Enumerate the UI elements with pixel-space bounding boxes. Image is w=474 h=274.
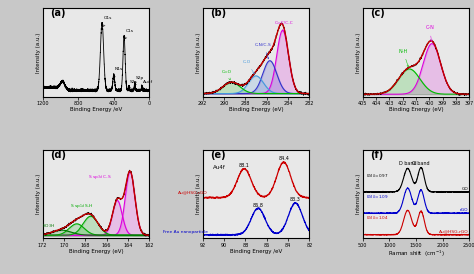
Text: C=C/C-C: C=C/C-C xyxy=(275,21,294,31)
Text: S sp$_{1d}$ S-H: S sp$_{1d}$ S-H xyxy=(70,202,94,210)
Text: (d): (d) xyxy=(50,150,66,160)
Text: C1s: C1s xyxy=(125,28,133,39)
Text: N1s: N1s xyxy=(114,67,123,78)
X-axis label: Binding Energy (eV): Binding Energy (eV) xyxy=(69,249,123,254)
Text: I$_D$/I$_G$=1.09: I$_D$/I$_G$=1.09 xyxy=(366,193,389,201)
Text: S sp$_{3d}$ C-S: S sp$_{3d}$ C-S xyxy=(88,173,112,181)
Text: (f): (f) xyxy=(370,150,383,160)
Text: S2p: S2p xyxy=(135,76,144,85)
X-axis label: Binding Energy (eV): Binding Energy (eV) xyxy=(389,107,443,112)
Text: N-H: N-H xyxy=(399,49,409,67)
Text: (a): (a) xyxy=(50,8,65,18)
Text: Au@HSG-rGO: Au@HSG-rGO xyxy=(178,190,208,195)
Text: Au4f: Au4f xyxy=(213,165,226,170)
X-axis label: Binding Energy /eV: Binding Energy /eV xyxy=(70,107,122,112)
Text: 83.3: 83.3 xyxy=(290,197,301,202)
X-axis label: Binding Energy (eV): Binding Energy (eV) xyxy=(228,107,283,112)
Y-axis label: Intensity (a.u.): Intensity (a.u.) xyxy=(356,174,361,214)
Text: 86.8: 86.8 xyxy=(253,202,264,207)
Y-axis label: Intensity (a.u.): Intensity (a.u.) xyxy=(356,32,361,73)
Text: S2s: S2s xyxy=(129,80,137,89)
Text: SO$_3$H: SO$_3$H xyxy=(42,223,55,230)
Text: 84.4: 84.4 xyxy=(278,156,289,161)
Y-axis label: Intensity (a.u.): Intensity (a.u.) xyxy=(196,32,201,73)
Text: C-N: C-N xyxy=(425,25,434,41)
Text: O1s: O1s xyxy=(103,16,112,27)
Text: GO: GO xyxy=(462,187,468,191)
Text: D band: D band xyxy=(399,161,417,166)
Y-axis label: Intensity (a.u.): Intensity (a.u.) xyxy=(36,174,41,214)
Y-axis label: Intensity (a.u.): Intensity (a.u.) xyxy=(196,174,201,214)
X-axis label: Binding Energy /eV: Binding Energy /eV xyxy=(230,249,282,254)
Text: C-O: C-O xyxy=(243,60,254,74)
Text: rGO: rGO xyxy=(460,208,468,212)
Text: (e): (e) xyxy=(210,150,226,160)
Text: G band: G band xyxy=(412,161,430,166)
Text: Au4f: Au4f xyxy=(142,80,153,89)
Text: 88.1: 88.1 xyxy=(239,163,250,168)
Text: I$_D$/I$_G$=1.04: I$_D$/I$_G$=1.04 xyxy=(366,215,389,222)
Text: C-N/C-S: C-N/C-S xyxy=(255,43,272,59)
Text: Au@HSG-rGO: Au@HSG-rGO xyxy=(438,230,468,234)
Text: C=O: C=O xyxy=(222,70,232,80)
Y-axis label: Intensity (a.u.): Intensity (a.u.) xyxy=(36,32,41,73)
Text: Free Au nanoparticle: Free Au nanoparticle xyxy=(163,230,208,234)
X-axis label: Raman shift  (cm$^{-1}$): Raman shift (cm$^{-1}$) xyxy=(388,249,444,259)
Text: (c): (c) xyxy=(370,8,385,18)
Text: (b): (b) xyxy=(210,8,226,18)
Text: I$_D$/I$_G$=0.97: I$_D$/I$_G$=0.97 xyxy=(366,172,389,179)
